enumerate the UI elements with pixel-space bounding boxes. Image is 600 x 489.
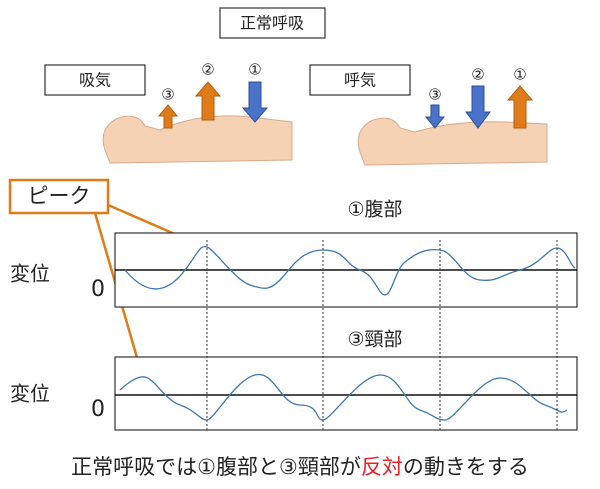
arrow: [194, 81, 222, 121]
caption-text: の動きをする: [403, 455, 529, 479]
caption-highlight: 反対: [361, 455, 403, 479]
title-box: [219, 7, 326, 39]
chart-title: ③頸部: [347, 329, 402, 351]
exhale-box: [309, 64, 411, 96]
caption-text: 正常呼吸では①腹部と③頸部が: [71, 455, 361, 479]
arrow: [241, 81, 269, 123]
exhale-label: 呼気: [344, 71, 376, 90]
peak-box: [8, 178, 110, 215]
y-label: 変位: [10, 262, 50, 286]
y-label: 変位: [10, 382, 50, 406]
zero-label: 0: [91, 277, 105, 302]
arrow: [465, 85, 491, 129]
chart-title: ①腹部: [347, 199, 402, 221]
body: [357, 117, 548, 166]
waveform: [124, 245, 576, 296]
inhale-box: [44, 64, 146, 96]
arrow-label: ①: [513, 66, 526, 84]
zero-label: 0: [91, 397, 105, 422]
plot-box: [114, 356, 578, 431]
arrow-label: ③: [428, 86, 441, 104]
arrow-label: ③: [161, 86, 174, 104]
arrow: [506, 85, 534, 129]
waveform: [119, 374, 568, 421]
arrow: [157, 104, 179, 129]
arrow-label: ①: [248, 61, 261, 79]
arrow-label: ②: [201, 61, 214, 79]
caption: 正常呼吸では①腹部と③頸部が反対の動きをする: [71, 455, 529, 479]
peak-label: ピーク: [28, 184, 91, 208]
body: [102, 115, 293, 164]
inhale-label: 吸気: [79, 71, 111, 90]
title: 正常呼吸: [240, 14, 304, 33]
arrow-label: ②: [471, 66, 484, 84]
arrow: [424, 104, 446, 129]
